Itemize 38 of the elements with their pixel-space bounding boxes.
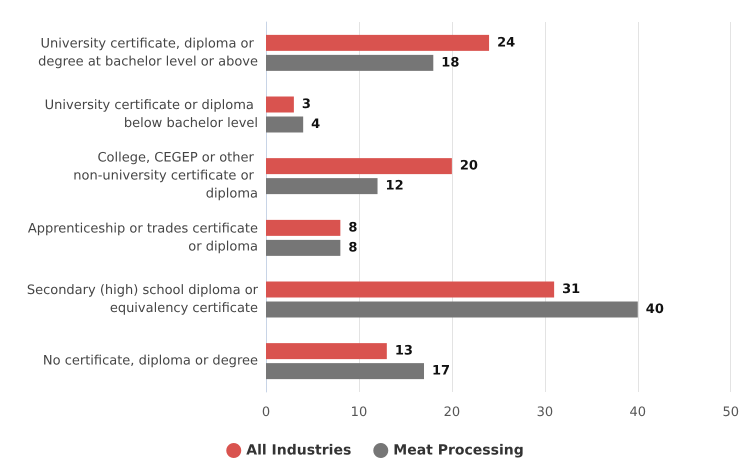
data-label: 40 [646,302,664,317]
bar [266,240,340,256]
y-tick-label: Secondary (high) school diploma or equivalency certificate [26,283,259,316]
data-label: 20 [460,158,478,174]
y-tick-label: University certificate or diploma below bachelor level [44,98,258,131]
x-tick-label: 20 [444,405,460,420]
legend-label: Meat Processing [393,442,524,458]
bar [266,96,294,112]
x-tick-label: 0 [262,405,270,420]
bar [266,54,434,71]
data-label: 3 [302,97,311,112]
data-label: 8 [348,220,358,236]
bar [266,34,490,51]
x-tick-label: 40 [630,405,646,420]
bar [266,282,554,298]
bar [266,302,638,318]
data-label: 31 [562,282,580,297]
bar [266,363,424,380]
data-label: 13 [394,344,413,359]
x-tick-label: 10 [350,405,368,420]
data-label: 12 [386,178,404,194]
data-label: 24 [497,35,516,50]
x-tick-label: 30 [536,405,554,420]
bar [266,178,378,194]
data-label: 17 [432,364,450,379]
y-tick-label: No certificate, diploma or degree [42,354,258,369]
data-label: 4 [311,117,320,132]
legend-label: All Industries [246,442,352,458]
data-label: 18 [441,55,460,70]
y-tick-label: College, CEGEP or other non-university certificate or diploma [73,150,258,202]
y-tick-label: University certificate, diploma or degree at bachelor level or above [38,36,258,70]
data-label: 8 [348,240,358,256]
bar [266,220,340,236]
bar [266,343,387,360]
x-tick-label: 50 [722,405,739,420]
y-tick-label: Apprenticeship or trades certificate or diploma [28,221,258,254]
bar [266,158,452,174]
bar [266,116,304,132]
